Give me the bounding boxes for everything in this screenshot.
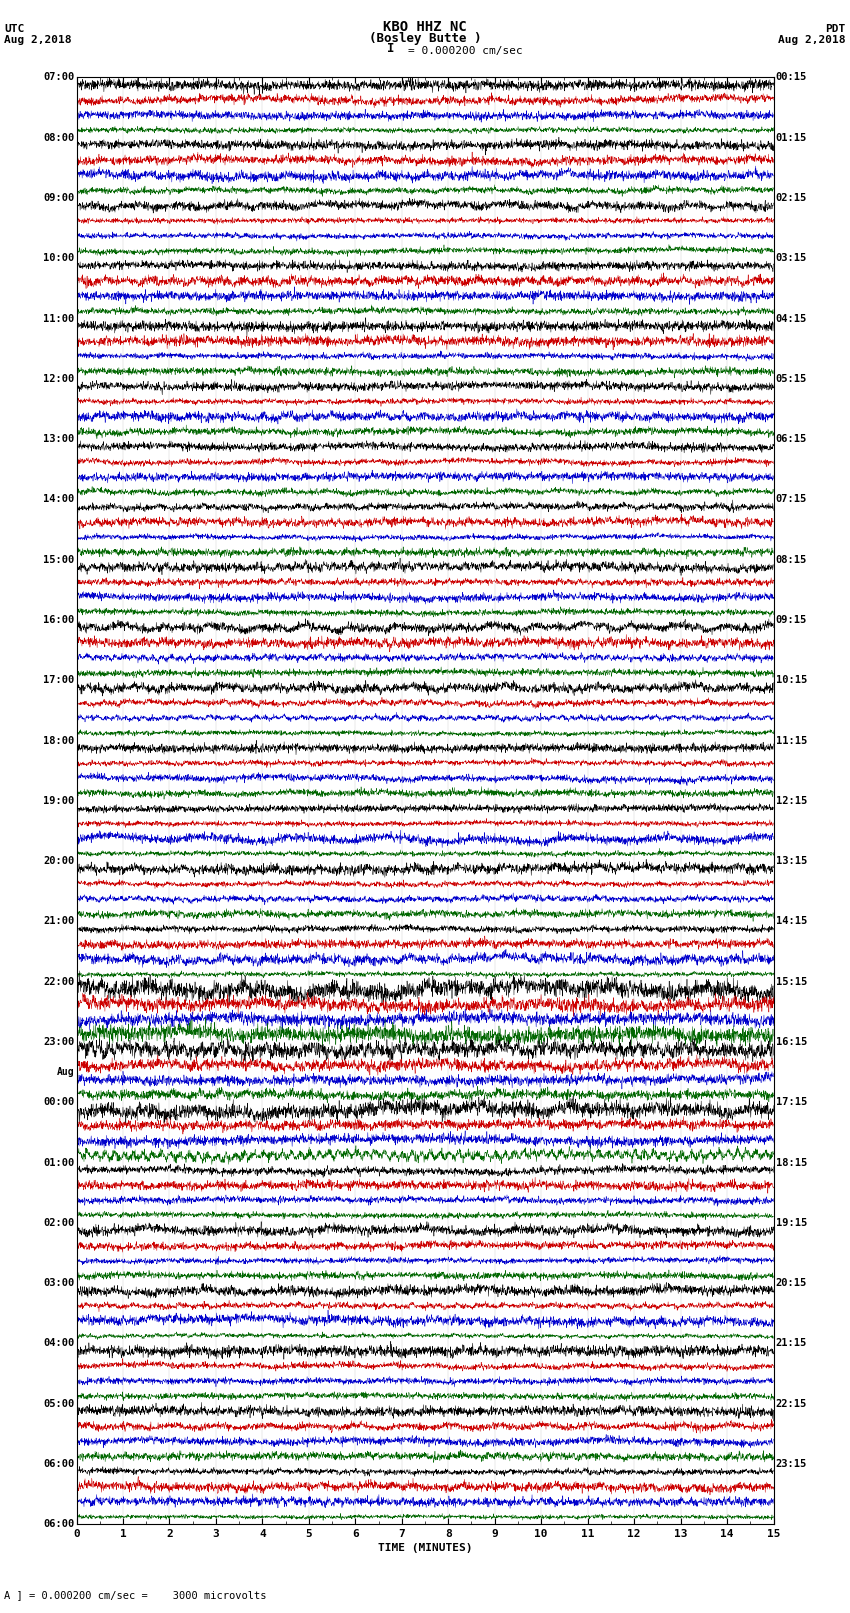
Text: 10:15: 10:15 [775,676,807,686]
Text: Aug 2,2018: Aug 2,2018 [779,35,846,45]
Text: 00:15: 00:15 [775,73,807,82]
Text: 19:00: 19:00 [43,795,75,806]
Text: 23:00: 23:00 [43,1037,75,1047]
Text: (Bosley Butte ): (Bosley Butte ) [369,32,481,45]
Text: 08:00: 08:00 [43,132,75,142]
Text: 08:15: 08:15 [775,555,807,565]
Text: 19:15: 19:15 [775,1218,807,1227]
Text: 06:00: 06:00 [43,1519,75,1529]
Text: Aug 2,2018: Aug 2,2018 [4,35,71,45]
Text: 06:00: 06:00 [43,1460,75,1469]
Text: 16:15: 16:15 [775,1037,807,1047]
Text: 02:15: 02:15 [775,194,807,203]
Text: 15:00: 15:00 [43,555,75,565]
Text: 07:00: 07:00 [43,73,75,82]
Text: 05:00: 05:00 [43,1398,75,1408]
Text: 11:00: 11:00 [43,313,75,324]
Text: = 0.000200 cm/sec: = 0.000200 cm/sec [408,47,523,56]
Text: 22:00: 22:00 [43,977,75,987]
Text: 09:00: 09:00 [43,194,75,203]
Text: 17:00: 17:00 [43,676,75,686]
Text: 22:15: 22:15 [775,1398,807,1408]
Text: 01:00: 01:00 [43,1158,75,1168]
Text: PDT: PDT [825,24,846,34]
Text: Aug: Aug [57,1068,75,1077]
Text: 20:00: 20:00 [43,857,75,866]
Text: 18:15: 18:15 [775,1158,807,1168]
Text: 02:00: 02:00 [43,1218,75,1227]
Text: 10:00: 10:00 [43,253,75,263]
Text: 06:15: 06:15 [775,434,807,444]
Text: 04:00: 04:00 [43,1339,75,1348]
Text: 03:00: 03:00 [43,1277,75,1289]
Text: UTC: UTC [4,24,25,34]
Text: 21:15: 21:15 [775,1339,807,1348]
Text: 14:00: 14:00 [43,495,75,505]
Text: 20:15: 20:15 [775,1277,807,1289]
Text: 00:00: 00:00 [43,1097,75,1107]
Text: 16:00: 16:00 [43,615,75,624]
X-axis label: TIME (MINUTES): TIME (MINUTES) [377,1544,473,1553]
Text: KBO HHZ NC: KBO HHZ NC [383,19,467,34]
Text: 14:15: 14:15 [775,916,807,926]
Text: 11:15: 11:15 [775,736,807,745]
Text: 12:15: 12:15 [775,795,807,806]
Text: 12:00: 12:00 [43,374,75,384]
Text: 04:15: 04:15 [775,313,807,324]
Text: 03:15: 03:15 [775,253,807,263]
Text: 13:15: 13:15 [775,857,807,866]
Text: 09:15: 09:15 [775,615,807,624]
Text: 01:15: 01:15 [775,132,807,142]
Text: 18:00: 18:00 [43,736,75,745]
Text: 21:00: 21:00 [43,916,75,926]
Text: 13:00: 13:00 [43,434,75,444]
Text: 15:15: 15:15 [775,977,807,987]
Text: 23:15: 23:15 [775,1460,807,1469]
Text: A ] = 0.000200 cm/sec =    3000 microvolts: A ] = 0.000200 cm/sec = 3000 microvolts [4,1590,267,1600]
Text: 17:15: 17:15 [775,1097,807,1107]
Text: 07:15: 07:15 [775,495,807,505]
Text: 05:15: 05:15 [775,374,807,384]
Text: I: I [388,42,394,55]
